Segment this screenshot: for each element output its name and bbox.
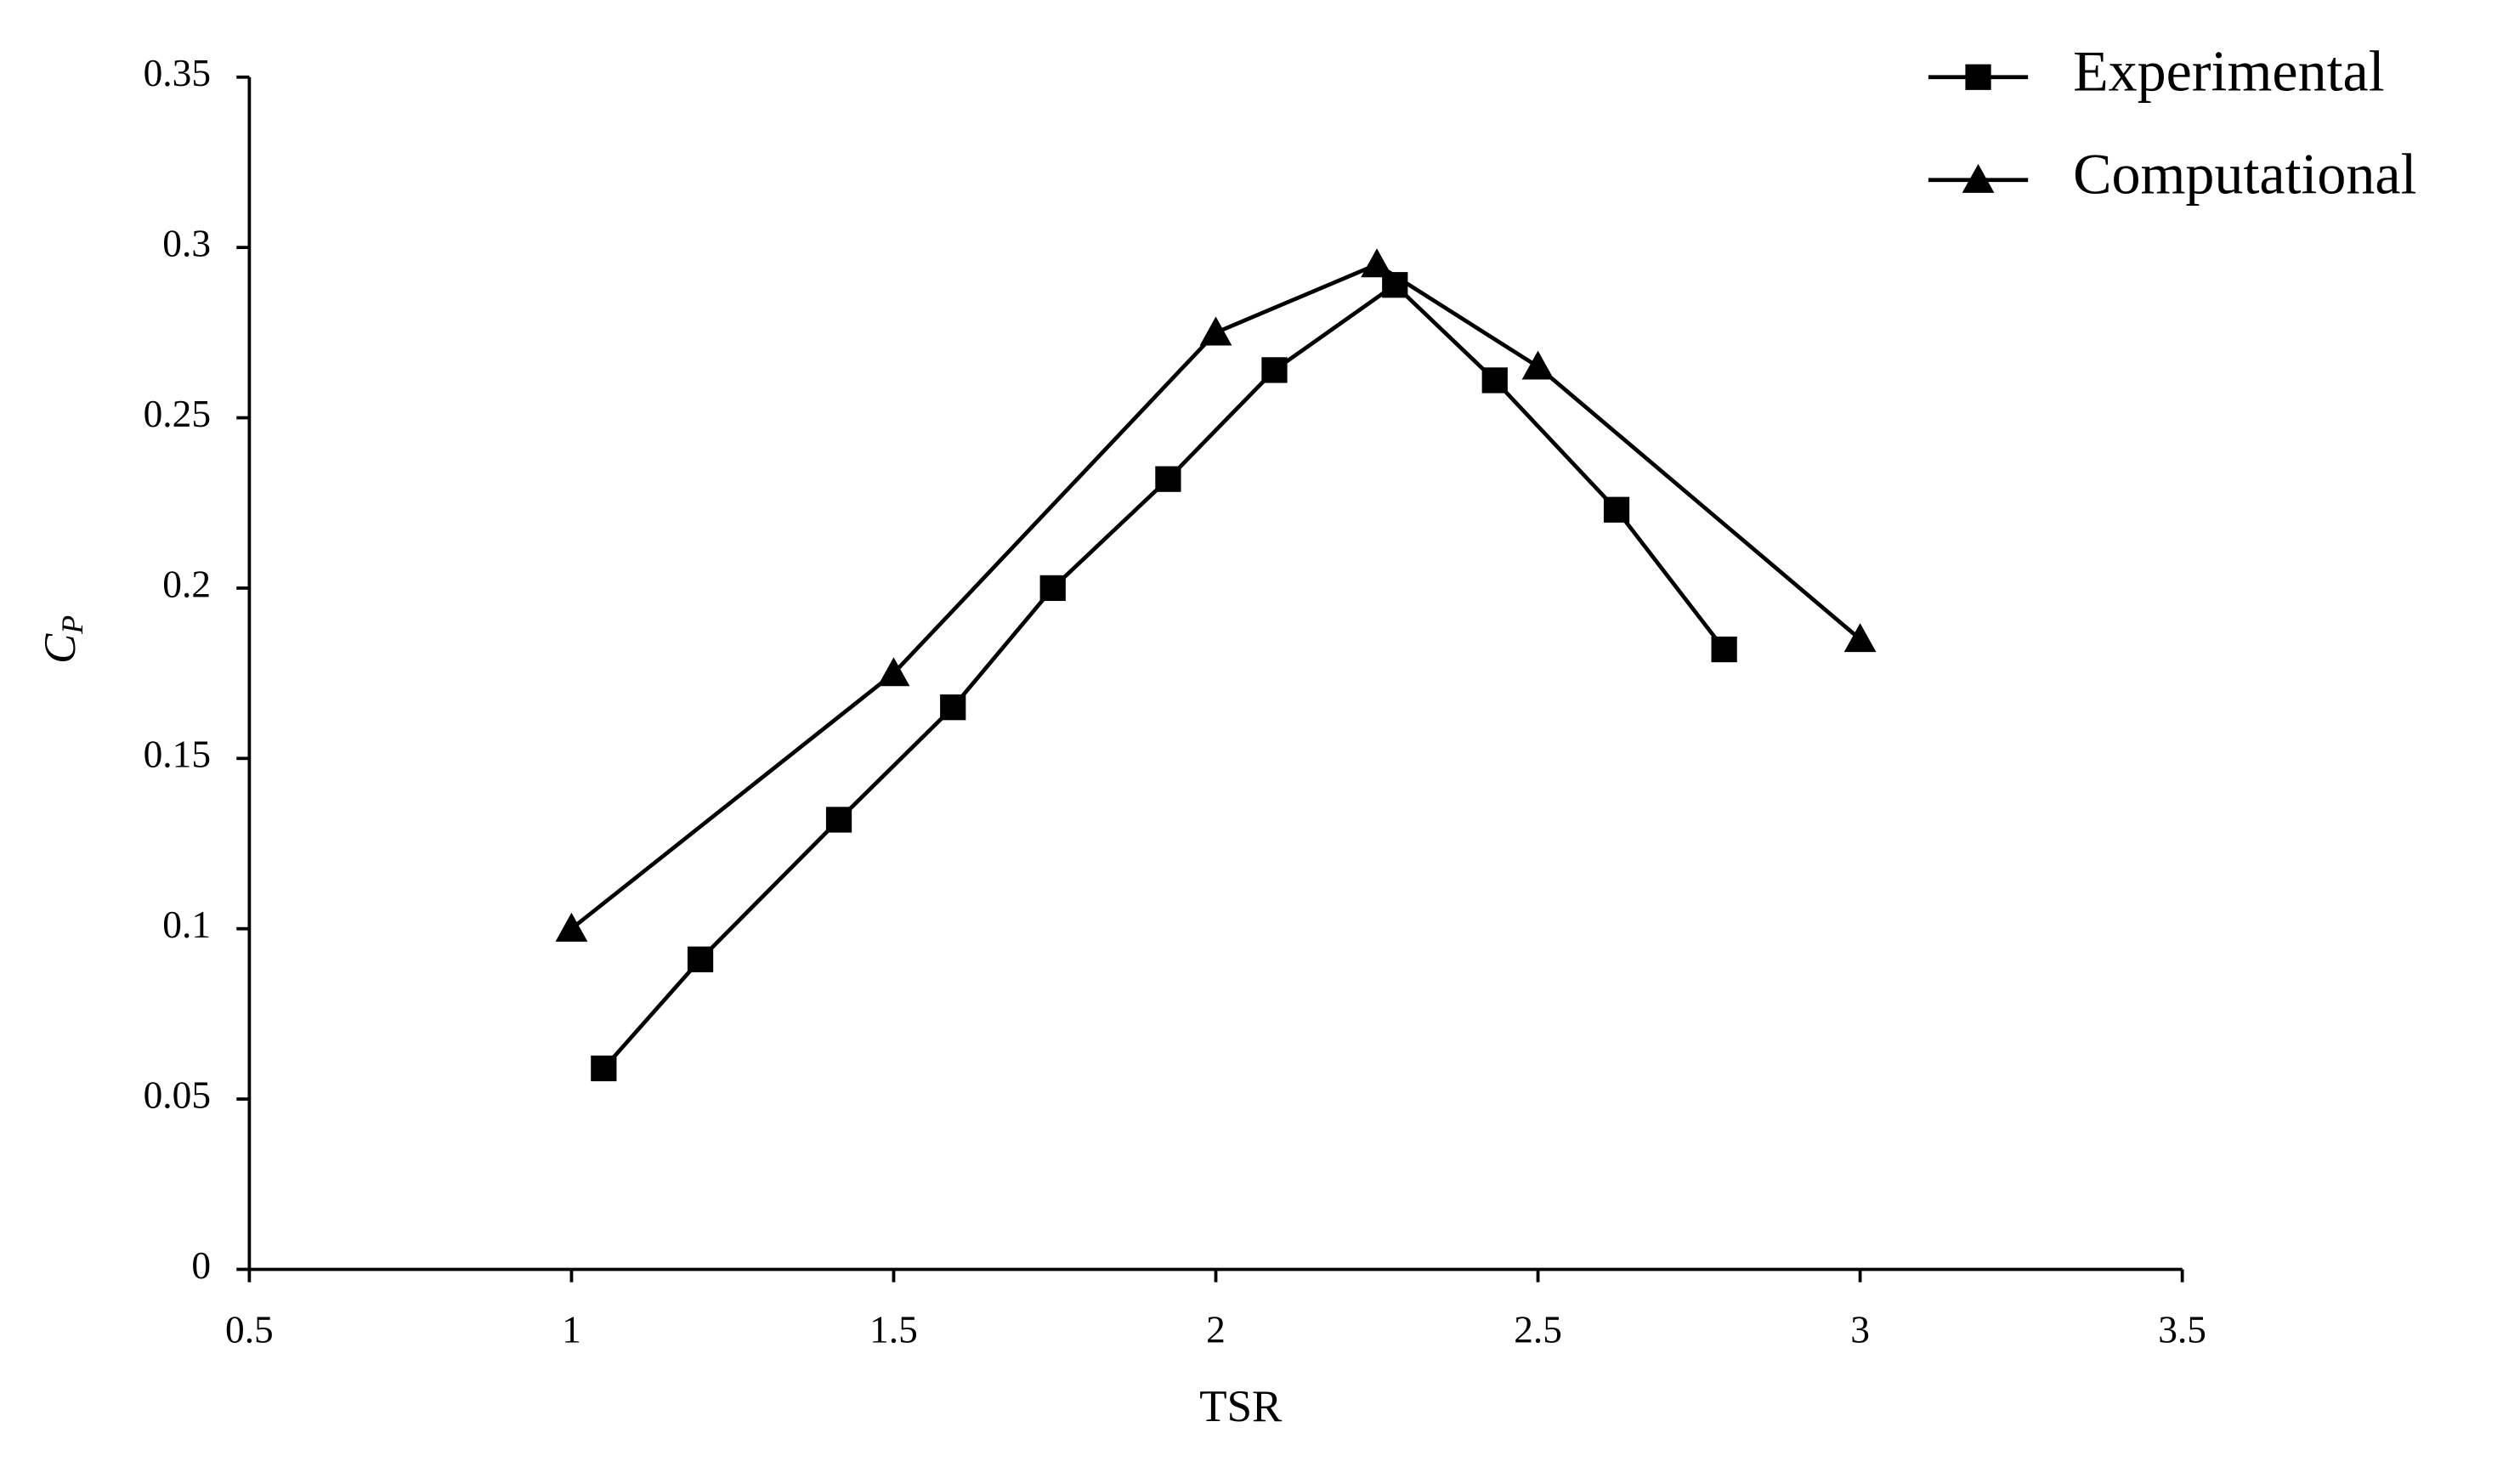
y-tick-label: 0.05 bbox=[144, 1073, 211, 1116]
legend-marker bbox=[1965, 64, 1991, 90]
y-axis-label-subscript: P bbox=[55, 615, 89, 635]
y-tick-label: 0.3 bbox=[162, 223, 211, 265]
series-line bbox=[569, 262, 1862, 931]
x-tick-label: 2.5 bbox=[1514, 1308, 1562, 1351]
legend-label: Computational bbox=[2073, 141, 2416, 206]
data-point bbox=[825, 807, 852, 833]
data-point bbox=[1199, 316, 1232, 346]
x-tick-label: 0.5 bbox=[225, 1308, 274, 1351]
data-point bbox=[1603, 496, 1630, 523]
y-tick-label: 0.1 bbox=[162, 903, 211, 946]
legend-label: Experimental bbox=[2073, 38, 2385, 103]
y-tick-label: 0.25 bbox=[144, 393, 211, 435]
y-tick-label: 0.15 bbox=[144, 734, 211, 776]
data-point bbox=[555, 912, 588, 942]
data-point bbox=[1361, 248, 1393, 278]
x-axis-label: TSR bbox=[1199, 1382, 1283, 1431]
data-point bbox=[877, 657, 910, 687]
data-point bbox=[687, 946, 714, 972]
legend-marker bbox=[1962, 163, 1995, 193]
y-axis-label-group: CP bbox=[36, 615, 89, 664]
y-tick-label: 0.35 bbox=[144, 52, 211, 94]
data-point bbox=[591, 1055, 617, 1082]
x-tick-label: 1 bbox=[562, 1308, 581, 1351]
y-axis-label-main: C bbox=[36, 633, 85, 664]
y-axis-label: CP bbox=[36, 615, 89, 664]
data-point bbox=[1261, 357, 1288, 383]
data-point bbox=[1039, 575, 1066, 602]
data-point bbox=[1521, 350, 1554, 380]
x-tick-label: 3 bbox=[1850, 1308, 1870, 1351]
data-point bbox=[1155, 466, 1181, 492]
x-tick-label: 2 bbox=[1206, 1308, 1226, 1351]
data-point bbox=[1481, 367, 1508, 394]
x-tick-label: 1.5 bbox=[869, 1308, 918, 1351]
data-point bbox=[940, 694, 966, 721]
series-line bbox=[602, 282, 1726, 1070]
data-point bbox=[1843, 623, 1877, 653]
y-tick-label: 0 bbox=[191, 1244, 211, 1287]
data-point bbox=[1711, 636, 1737, 663]
y-tick-label: 0.2 bbox=[162, 563, 211, 605]
x-tick-label: 3.5 bbox=[2158, 1308, 2206, 1351]
